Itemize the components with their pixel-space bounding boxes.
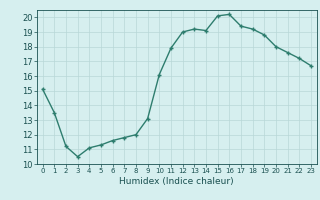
X-axis label: Humidex (Indice chaleur): Humidex (Indice chaleur) [119, 177, 234, 186]
